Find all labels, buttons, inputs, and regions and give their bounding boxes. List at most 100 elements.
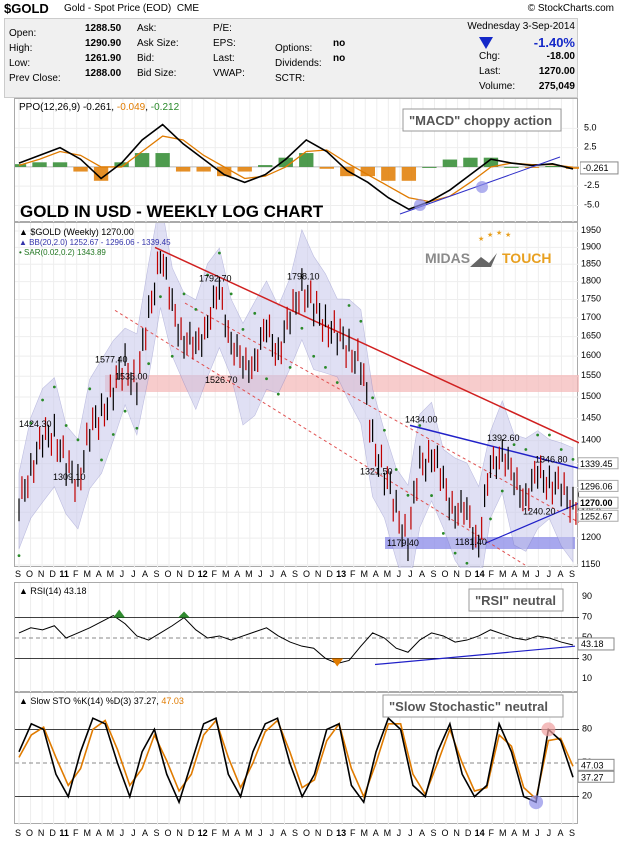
price-annotation-label: 1179.40: [387, 538, 419, 548]
sto-marks: [18, 716, 574, 810]
x-tick-label: D: [188, 569, 195, 579]
rsi-grid: [15, 583, 579, 693]
rsi-panel: ▲ RSI(14) 43.18 "RSI" neutral: [14, 582, 579, 693]
x-tick-label: F: [211, 828, 217, 838]
highlight-circle: [476, 181, 488, 193]
ppo-y-tick: -5.0: [584, 199, 600, 209]
x-tick-label: M: [384, 569, 392, 579]
x-tick-label: A: [234, 569, 240, 579]
quote-value: no: [333, 53, 346, 64]
quote-row: SCTR:: [275, 68, 365, 84]
price-annotation-label: 1792.70: [199, 273, 232, 283]
sar-dot: [324, 366, 327, 369]
quote-value: 1288.00: [85, 68, 122, 79]
sar-dot: [206, 273, 209, 277]
price-annotation-label: 1321.50: [360, 466, 393, 476]
quote-label: Last:: [479, 66, 501, 77]
histogram-bar: [93, 166, 109, 181]
quote-value: 1270.00: [538, 66, 575, 77]
sar-dot: [29, 421, 33, 425]
histogram-bar: [155, 153, 170, 167]
sar-dot: [418, 424, 422, 427]
histogram-bar: [196, 166, 211, 172]
x-tick-label: J: [258, 569, 263, 579]
price-panel: 1577.40 1535.00 1424.30 1309.10 1792.70 1526.…: [14, 222, 579, 568]
sar-dot: [170, 354, 174, 358]
histogram-bar: [483, 157, 499, 167]
sar-dot: [347, 304, 351, 307]
x-tick-label: A: [280, 828, 286, 838]
quote-label: EPS:: [213, 38, 236, 49]
resistance-trendline: [154, 246, 579, 444]
sar-dot: [524, 448, 528, 451]
x-tick-label: 13: [336, 828, 346, 838]
quote-value: 1261.90: [85, 53, 122, 64]
price-y-tick: 1500: [581, 391, 601, 401]
quote-value: 1288.50: [85, 23, 122, 34]
sto-current-d: 47.03: [581, 760, 604, 770]
x-tick-label: J: [397, 828, 402, 838]
quote-row: Last: 1270.00: [435, 66, 575, 81]
quote-label: Open:: [9, 28, 37, 39]
x-tick-label: A: [96, 569, 102, 579]
histogram-bar: [217, 166, 232, 177]
price-y-tick: 1750: [581, 293, 601, 303]
x-tick-label: J: [120, 828, 125, 838]
x-tick-label: A: [373, 569, 379, 579]
x-tick-label: N: [315, 569, 322, 579]
quote-row: Chg: -18.00: [435, 51, 575, 66]
x-tick-label: O: [442, 569, 449, 579]
quote-row: Low: 1261.90: [9, 53, 139, 69]
histogram-bar: [422, 166, 437, 168]
x-tick-label: D: [326, 828, 333, 838]
channel-dashed-line: [114, 309, 526, 566]
quote-label: SCTR:: [275, 73, 305, 84]
x-tick-label: A: [557, 828, 563, 838]
sar-dot: [430, 494, 433, 497]
xaxis-top-svg: S O N D 11 F M A M J J A S O N D 12 F M A M J J A S O N D 13 F M A M J J A S…: [15, 569, 575, 579]
instrument-name: Gold - Spot Price (EOD) CME: [64, 3, 200, 14]
quote-row: Options: no: [275, 38, 365, 54]
rsi-current-value: 43.18: [581, 639, 604, 649]
histogram-bar: [134, 153, 150, 167]
x-tick-label: O: [442, 828, 449, 838]
x-tick-label: A: [234, 828, 240, 838]
x-tick-label: S: [292, 828, 298, 838]
current-value-box: [577, 758, 615, 771]
quote-value: 275,049: [538, 81, 575, 92]
x-tick-label: 12: [198, 828, 208, 838]
quote-mid: Ask: Ask Size: Bid: Bid Size:: [137, 23, 207, 83]
ppo-y-tick: -2.5: [584, 180, 600, 190]
price-annotation-label: 1181.40: [455, 537, 487, 547]
uptrend-line: [484, 502, 579, 544]
svg-text:★: ★: [478, 235, 484, 243]
sar-dot: [288, 366, 292, 369]
quote-row: Prev Close: 1288.00: [9, 68, 139, 84]
histogram-bar: [565, 166, 579, 169]
histogram-bar: [463, 157, 478, 167]
sto-current-k: 37.27: [581, 772, 604, 782]
quote-label: Options:: [275, 43, 313, 54]
sar-dot: [64, 424, 68, 427]
price-y-tick: 1600: [581, 350, 601, 360]
x-tick-label: O: [303, 828, 310, 838]
x-tick-label: M: [84, 569, 92, 579]
ppo-y-tick: 5.0: [584, 122, 597, 132]
svg-text:★: ★: [505, 231, 511, 239]
quote-label: Low:: [9, 58, 31, 69]
current-value-box: [577, 770, 615, 783]
x-tick-label: J: [258, 828, 263, 838]
price-legend-main: ▲ $GOLD (Weekly) 1270.00: [19, 227, 134, 237]
x-tick-label: A: [419, 569, 425, 579]
x-tick-label: N: [38, 828, 45, 838]
rsi-annotation-box: [468, 588, 564, 612]
x-tick-label: M: [245, 569, 253, 579]
ppo-legend: PPO(12,26,9) -0.261, -0.049, -0.212: [19, 102, 180, 113]
x-tick-label: M: [384, 828, 392, 838]
sar-dot: [135, 426, 139, 430]
histogram-bar: [52, 162, 68, 167]
quote-row: [275, 23, 365, 38]
x-tick-label: S: [153, 828, 159, 838]
sar-dot: [17, 554, 21, 558]
signal-line: [18, 135, 574, 203]
